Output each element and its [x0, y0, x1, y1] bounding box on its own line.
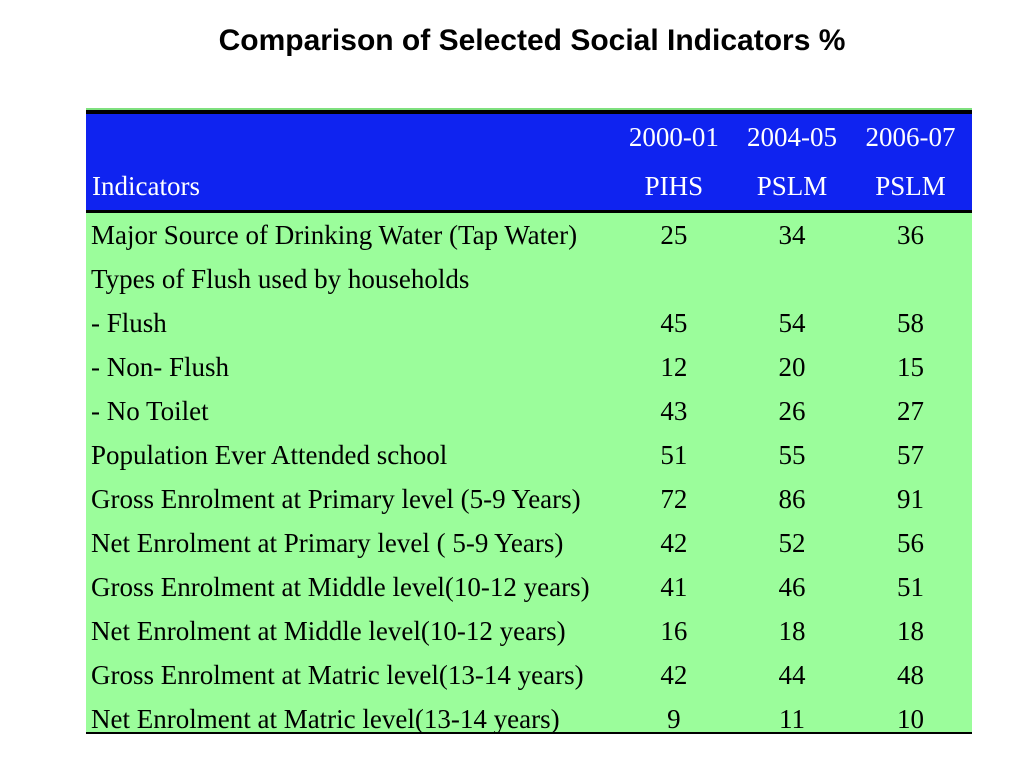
cell-value: 41 — [660, 572, 688, 602]
row-label: Gross Enrolment at Primary level (5-9 Ye… — [91, 484, 581, 514]
row-label: Types of Flush used by households — [91, 264, 470, 294]
cell-value — [735, 257, 849, 301]
row-label: - Non- Flush — [91, 352, 230, 382]
header-column-2000-01: 2000-01 PIHS — [612, 114, 735, 213]
header-source: PIHS — [644, 171, 704, 201]
cell-value: 42 — [660, 660, 688, 690]
table-row: Gross Enrolment at Primary level (5-9 Ye… — [86, 477, 972, 521]
row-label: Net Enrolment at Matric level(13-14 year… — [91, 704, 560, 734]
cell-value: 72 — [660, 484, 688, 514]
row-label: Major Source of Drinking Water (Tap Wate… — [91, 220, 578, 250]
table-top-rule — [86, 108, 972, 111]
row-label: Gross Enrolment at Middle level(10-12 ye… — [91, 572, 590, 602]
cell-value: 11 — [778, 704, 805, 734]
cell-value: 46 — [778, 572, 806, 602]
table-row: - No Toilet 43 26 27 — [86, 389, 972, 433]
cell-value — [849, 257, 972, 301]
cell-value: 36 — [897, 220, 925, 250]
cell-value: 18 — [897, 616, 925, 646]
cell-value: 26 — [778, 396, 806, 426]
table-row: Net Enrolment at Matric level(13-14 year… — [86, 697, 972, 741]
cell-value: 34 — [778, 220, 806, 250]
cell-value: 20 — [778, 352, 806, 382]
header-column-2006-07: 2006-07 PSLM — [849, 114, 972, 213]
indicators-table: Indicators 2000-01 PIHS 2004-05 PSLM 200… — [86, 114, 972, 741]
cell-value: 57 — [897, 440, 925, 470]
table-row: Gross Enrolment at Middle level(10-12 ye… — [86, 565, 972, 609]
row-label: - Flush — [91, 308, 167, 338]
table-row: Gross Enrolment at Matric level(13-14 ye… — [86, 653, 972, 697]
table-row: - Flush 45 54 58 — [86, 301, 972, 345]
cell-value: 15 — [897, 352, 925, 382]
table-header: Indicators 2000-01 PIHS 2004-05 PSLM 200… — [86, 114, 972, 213]
table-body: Major Source of Drinking Water (Tap Wate… — [86, 212, 972, 742]
header-source: PSLM — [875, 171, 946, 201]
cell-value: 45 — [660, 308, 688, 338]
cell-value: 58 — [897, 308, 925, 338]
cell-value: 51 — [897, 572, 925, 602]
cell-value: 52 — [778, 528, 806, 558]
table-row: Population Ever Attended school 51 55 57 — [86, 433, 972, 477]
table-row: Major Source of Drinking Water (Tap Wate… — [86, 212, 972, 258]
cell-value: 91 — [897, 484, 925, 514]
cell-value: 44 — [778, 660, 806, 690]
table-row: Net Enrolment at Middle level(10-12 year… — [86, 609, 972, 653]
row-label: Net Enrolment at Primary level ( 5-9 Yea… — [91, 528, 564, 558]
cell-value: 54 — [778, 308, 806, 338]
row-label: Population Ever Attended school — [91, 440, 448, 470]
cell-value: 42 — [660, 528, 688, 558]
header-column-2004-05: 2004-05 PSLM — [734, 114, 850, 213]
cell-value: 48 — [897, 660, 925, 690]
cell-value: 51 — [660, 440, 688, 470]
cell-value: 55 — [778, 440, 806, 470]
cell-value: 12 — [660, 352, 688, 382]
header-year: 2004-05 — [746, 122, 837, 152]
cell-value: 18 — [778, 616, 806, 646]
header-indicators: Indicators — [86, 114, 613, 213]
cell-value: 27 — [897, 396, 925, 426]
header-source: PSLM — [756, 171, 828, 201]
header-year: 2000-01 — [628, 122, 719, 152]
row-label: - No Toilet — [91, 396, 209, 426]
page-title: Comparison of Selected Social Indicators… — [218, 24, 846, 57]
cell-value: 16 — [660, 616, 688, 646]
indicators-table-container: Indicators 2000-01 PIHS 2004-05 PSLM 200… — [86, 110, 972, 734]
row-label: Gross Enrolment at Matric level(13-14 ye… — [91, 660, 584, 690]
header-year: 2006-07 — [865, 122, 956, 152]
cell-value: 86 — [778, 484, 806, 514]
table-row: Net Enrolment at Primary level ( 5-9 Yea… — [86, 521, 972, 565]
cell-value: 56 — [897, 528, 925, 558]
cell-value: 43 — [660, 396, 688, 426]
row-label: Net Enrolment at Middle level(10-12 year… — [91, 616, 566, 646]
cell-value: 10 — [897, 704, 925, 734]
cell-value — [613, 257, 735, 301]
table-row: - Non- Flush 12 20 15 — [86, 345, 972, 389]
cell-value: 25 — [660, 220, 688, 250]
cell-value: 9 — [667, 704, 681, 734]
table-row: Types of Flush used by households — [86, 257, 972, 301]
